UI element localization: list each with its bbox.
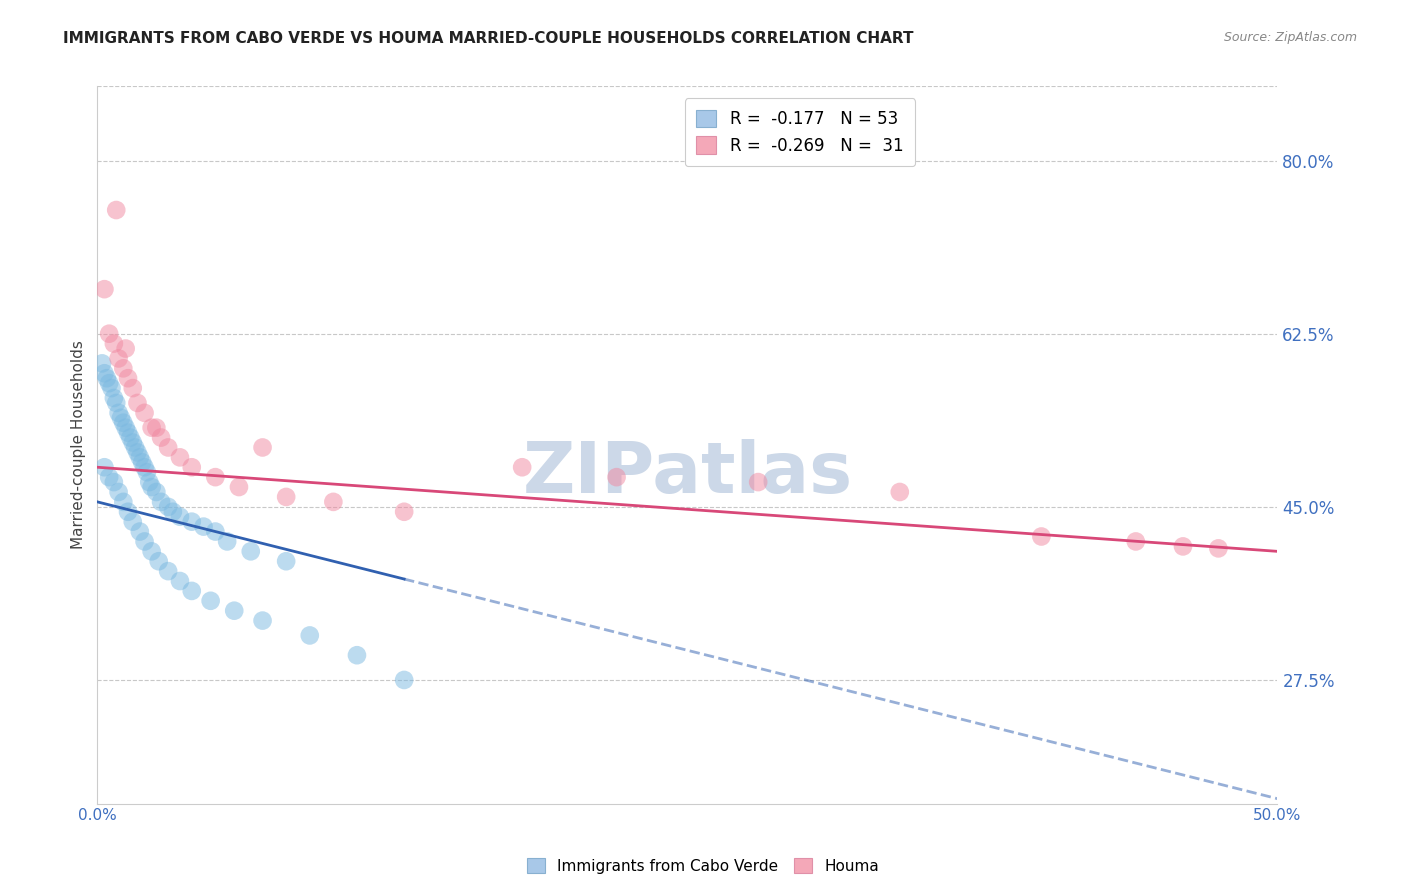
Point <box>1125 534 1147 549</box>
Point <box>157 441 180 455</box>
Point <box>392 673 415 687</box>
Point <box>141 420 163 434</box>
Point <box>107 485 129 500</box>
Point <box>128 450 150 465</box>
Point <box>121 515 143 529</box>
Point <box>298 628 321 642</box>
Point <box>93 282 115 296</box>
Point <box>150 495 173 509</box>
Point <box>135 465 157 479</box>
Point <box>103 391 125 405</box>
Point <box>510 460 533 475</box>
Point <box>889 485 911 500</box>
Point <box>93 366 115 380</box>
Point <box>112 416 135 430</box>
Point <box>134 460 156 475</box>
Point <box>112 361 135 376</box>
Point <box>103 475 125 489</box>
Point <box>1031 529 1053 543</box>
Point <box>127 445 149 459</box>
Point <box>105 202 128 217</box>
Point <box>252 441 274 455</box>
Point <box>180 460 202 475</box>
Point <box>138 475 160 489</box>
Point <box>96 371 118 385</box>
Legend: Immigrants from Cabo Verde, Houma: Immigrants from Cabo Verde, Houma <box>520 852 886 880</box>
Point <box>228 480 250 494</box>
Point <box>392 505 415 519</box>
Point <box>93 460 115 475</box>
Point <box>193 519 215 533</box>
Point <box>120 431 142 445</box>
Point <box>200 594 222 608</box>
Point <box>606 470 628 484</box>
Point <box>157 500 180 514</box>
Point <box>150 431 173 445</box>
Point <box>747 475 769 489</box>
Point <box>124 441 146 455</box>
Point <box>276 490 298 504</box>
Point <box>148 554 170 568</box>
Point <box>117 371 139 385</box>
Point <box>121 381 143 395</box>
Point <box>224 604 246 618</box>
Point <box>134 534 156 549</box>
Point <box>112 495 135 509</box>
Point <box>180 583 202 598</box>
Text: IMMIGRANTS FROM CABO VERDE VS HOUMA MARRIED-COUPLE HOUSEHOLDS CORRELATION CHART: IMMIGRANTS FROM CABO VERDE VS HOUMA MARR… <box>63 31 914 46</box>
Point <box>100 381 122 395</box>
Point <box>117 505 139 519</box>
Point <box>169 574 191 588</box>
Point <box>180 515 202 529</box>
Point <box>98 326 121 341</box>
Point <box>145 485 167 500</box>
Y-axis label: Married-couple Households: Married-couple Households <box>72 341 86 549</box>
Point <box>157 564 180 578</box>
Point <box>127 396 149 410</box>
Point <box>128 524 150 539</box>
Point <box>204 524 226 539</box>
Point <box>252 614 274 628</box>
Point <box>105 396 128 410</box>
Legend: R =  -0.177   N = 53, R =  -0.269   N =  31: R = -0.177 N = 53, R = -0.269 N = 31 <box>685 98 915 166</box>
Point <box>98 470 121 484</box>
Point <box>117 425 139 440</box>
Point <box>131 455 153 469</box>
Point <box>141 544 163 558</box>
Point <box>91 356 114 370</box>
Point <box>110 410 132 425</box>
Point <box>204 470 226 484</box>
Point <box>217 534 239 549</box>
Point <box>114 342 136 356</box>
Point <box>239 544 262 558</box>
Text: Source: ZipAtlas.com: Source: ZipAtlas.com <box>1223 31 1357 45</box>
Point <box>103 336 125 351</box>
Point <box>169 509 191 524</box>
Point <box>107 351 129 366</box>
Point <box>98 376 121 391</box>
Point <box>107 406 129 420</box>
Point <box>121 435 143 450</box>
Point <box>1171 540 1194 554</box>
Point <box>134 406 156 420</box>
Point <box>322 495 344 509</box>
Point <box>1208 541 1230 556</box>
Point <box>162 505 184 519</box>
Text: ZIPatlas: ZIPatlas <box>522 439 852 508</box>
Point <box>169 450 191 465</box>
Point <box>276 554 298 568</box>
Point <box>141 480 163 494</box>
Point <box>145 420 167 434</box>
Point <box>114 420 136 434</box>
Point <box>346 648 368 663</box>
